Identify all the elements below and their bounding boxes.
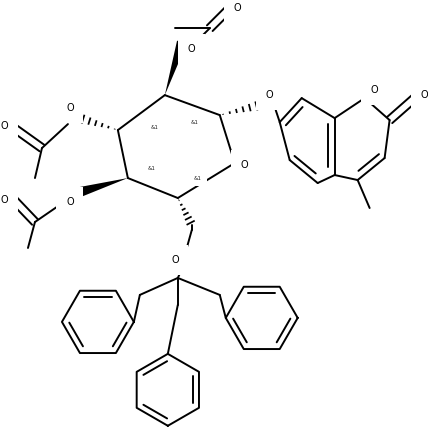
Text: O: O	[234, 3, 241, 13]
Text: O: O	[66, 103, 74, 113]
Text: O: O	[421, 90, 428, 100]
Text: &1: &1	[191, 120, 199, 124]
Polygon shape	[78, 178, 128, 197]
Text: O: O	[0, 121, 8, 131]
Text: &1: &1	[194, 175, 202, 181]
Text: O: O	[171, 255, 178, 265]
Text: O: O	[188, 44, 196, 54]
Text: O: O	[0, 195, 8, 205]
Text: &1: &1	[148, 165, 156, 171]
Text: O: O	[371, 85, 378, 95]
Text: O: O	[266, 90, 273, 100]
Text: &1: &1	[151, 124, 159, 130]
Text: O: O	[66, 197, 74, 207]
Text: O: O	[241, 160, 249, 170]
Polygon shape	[165, 41, 187, 95]
